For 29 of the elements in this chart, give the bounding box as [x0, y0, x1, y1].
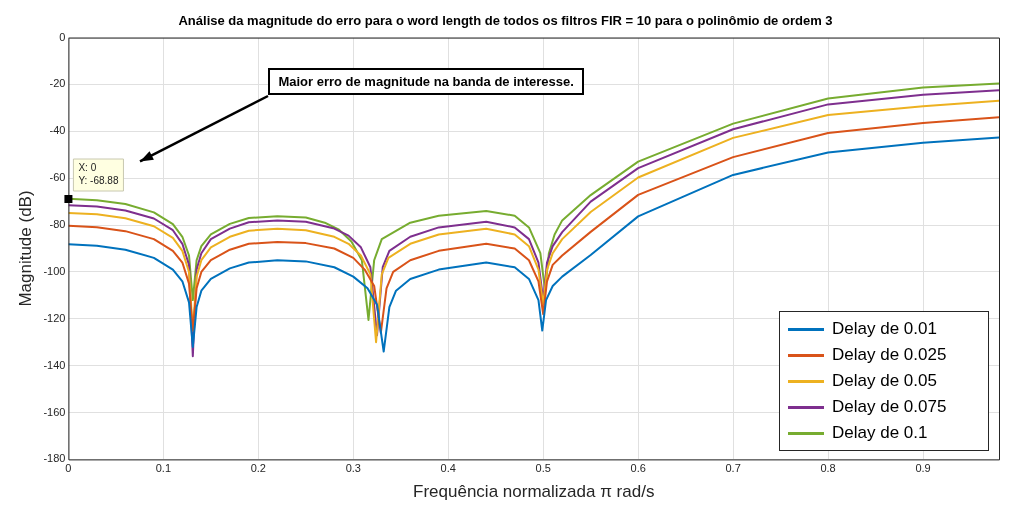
x-tick-label: 0.7	[725, 462, 741, 475]
chart-title: Análise da magnitude do erro para o word length de todos os filtros FIR = 10 para o polinômio de ordem 3	[178, 13, 833, 29]
y-axis-title: Magnitude (dB)	[15, 190, 35, 307]
annotation: Maior erro de magnitude na banda de interesse.	[268, 67, 584, 95]
y-tick-label: -140	[43, 358, 66, 371]
legend-label: Delay de 0.1	[832, 423, 928, 444]
annotation: X: 0 Y: -68.88	[78, 161, 119, 186]
x-tick-label: 0.6	[630, 462, 646, 475]
legend-label: Delay de 0.05	[832, 371, 937, 392]
x-tick-label: 0.5	[535, 462, 551, 475]
y-tick-label: -20	[49, 77, 66, 90]
x-axis-title: Frequência normalizada π rad/s	[413, 482, 655, 502]
y-tick-label: 0	[59, 30, 66, 43]
legend-label: Delay de 0.025	[832, 345, 947, 366]
x-tick-label: 0.2	[250, 462, 266, 475]
y-tick-label: -40	[49, 124, 66, 137]
x-tick-label: 0.8	[820, 462, 836, 475]
x-tick-label: 0.9	[915, 462, 931, 475]
y-tick-label: -100	[43, 264, 66, 277]
y-tick-label: -60	[49, 171, 66, 184]
y-tick-label: -120	[43, 311, 66, 324]
y-tick-label: -80	[49, 218, 66, 231]
legend-label: Delay de 0.01	[832, 319, 937, 340]
x-tick-label: 0.4	[440, 462, 456, 475]
legend-label: Delay de 0.075	[832, 397, 947, 418]
y-tick-label: -160	[43, 405, 66, 418]
y-tick-label: -180	[43, 452, 66, 465]
x-tick-label: 0.1	[155, 462, 172, 475]
x-tick-label: 0.3	[345, 462, 361, 475]
